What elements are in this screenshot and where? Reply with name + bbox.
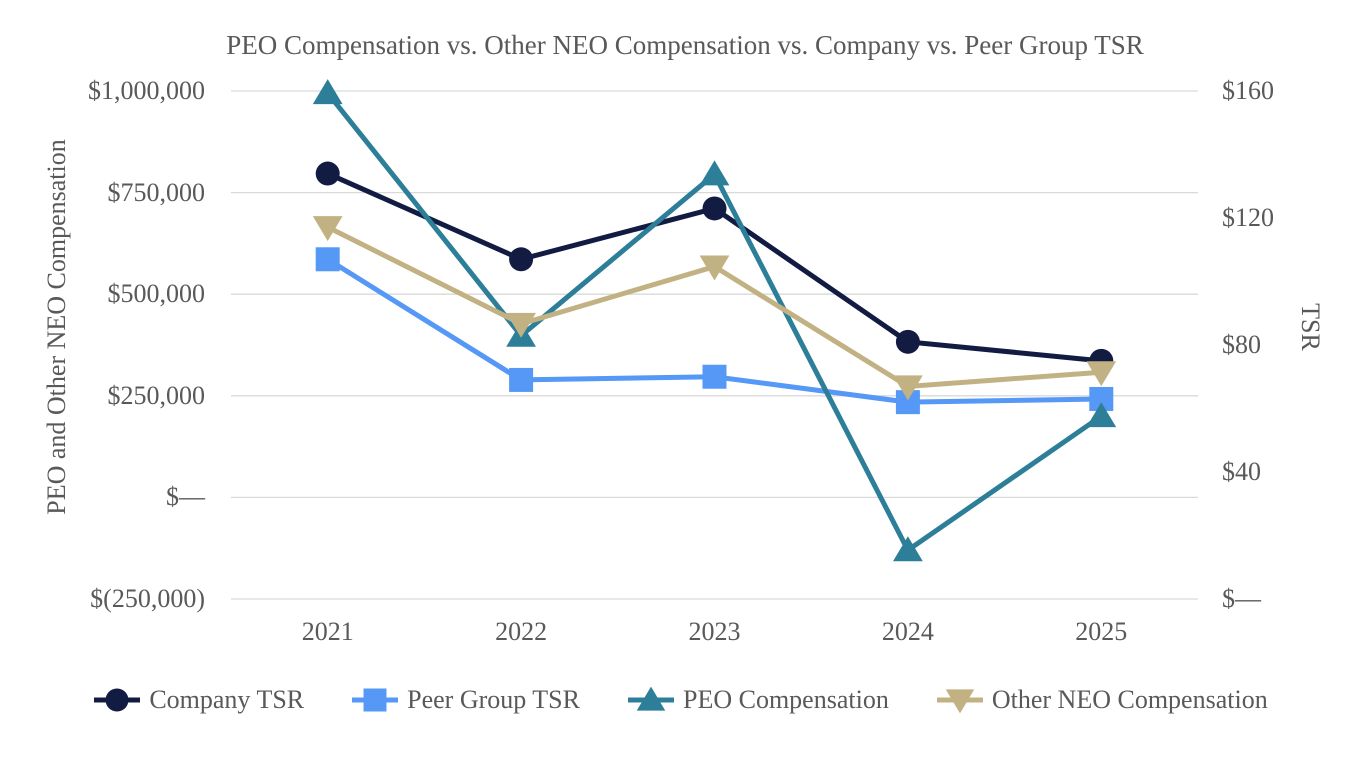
- right-axis-tick-label: $120: [1222, 203, 1274, 232]
- triangle-up-marker: [312, 79, 343, 105]
- left-axis-tick-label: $250,000: [107, 380, 206, 410]
- triangle-down-marker: [945, 689, 975, 714]
- circle-legend-marker-icon: [94, 688, 141, 712]
- circle-marker: [315, 161, 340, 186]
- triangle-down-marker: [699, 255, 730, 281]
- triangle-up-marker: [699, 160, 730, 186]
- triangle-down-marker: [1086, 361, 1117, 387]
- triangle-down-marker: [893, 375, 923, 401]
- legend-item-label: PEO Compensation: [683, 685, 889, 714]
- legend-item-label: Company TSR: [149, 685, 305, 714]
- x-axis-tick-label: 2022: [495, 617, 548, 646]
- legend-item-label: Other NEO Compensation: [991, 685, 1268, 714]
- right-axis-tick-label: $40: [1222, 457, 1261, 486]
- square-legend-marker-icon: [352, 688, 399, 712]
- circle-marker: [509, 247, 534, 272]
- left-axis-tick-label: $750,000: [107, 177, 206, 207]
- right-axis-tick-label: $80: [1222, 330, 1261, 359]
- legend: Company TSR Peer Group TSR PEO Compensatio…: [0, 684, 1362, 716]
- circle-marker: [105, 688, 129, 712]
- x-axis-tick-label: 2024: [881, 617, 934, 646]
- legend-item-other-neo-compensation: Other NEO Compensation: [936, 684, 1268, 716]
- legend-item-peer-group-tsr: Peer Group TSR: [352, 684, 580, 716]
- circle-marker: [702, 196, 727, 221]
- series-line-other-neo-compensation: [326, 224, 1102, 390]
- triangle-down-legend-marker-icon: [936, 689, 983, 714]
- left-axis-tick-label: $1,000,000: [88, 76, 205, 105]
- triangle-up-legend-marker-icon: [628, 686, 674, 711]
- triangle-up-marker: [636, 686, 666, 711]
- triangle-down-marker: [312, 216, 343, 242]
- right-axis-tick-label: $—: [1222, 584, 1261, 613]
- triangle-up-marker: [893, 536, 923, 562]
- legend-item-label: Peer Group TSR: [407, 685, 580, 714]
- triangle-down-marker: [506, 312, 536, 338]
- square-marker: [509, 367, 534, 392]
- square-marker: [315, 247, 340, 272]
- x-axis-tick-label: 2025: [1075, 617, 1128, 646]
- triangle-up-marker: [1086, 402, 1117, 428]
- right-axis-tick-label: $160: [1222, 76, 1274, 105]
- left-axis-tick-label: $(250,000): [90, 584, 205, 613]
- square-marker: [363, 688, 387, 712]
- chart-title: PEO Compensation vs. Other NEO Compensat…: [226, 30, 1144, 60]
- legend-item-company-tsr: Company TSR: [94, 684, 304, 716]
- x-axis-tick-label: 2021: [301, 617, 354, 646]
- left-axis-tick-label: $500,000: [107, 279, 206, 309]
- square-marker: [702, 364, 727, 389]
- legend-item-peo-compensation: PEO Compensation: [628, 684, 889, 716]
- x-axis-tick-label: 2023: [688, 617, 741, 646]
- circle-marker: [895, 329, 920, 354]
- left-axis-tick-label: $—: [166, 482, 205, 512]
